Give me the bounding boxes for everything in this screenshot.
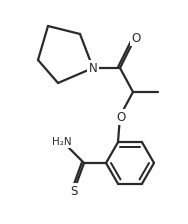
- Text: H₂N: H₂N: [52, 137, 72, 147]
- Text: S: S: [70, 185, 78, 198]
- Text: O: O: [116, 110, 126, 123]
- Text: O: O: [131, 32, 141, 45]
- Text: N: N: [89, 62, 97, 75]
